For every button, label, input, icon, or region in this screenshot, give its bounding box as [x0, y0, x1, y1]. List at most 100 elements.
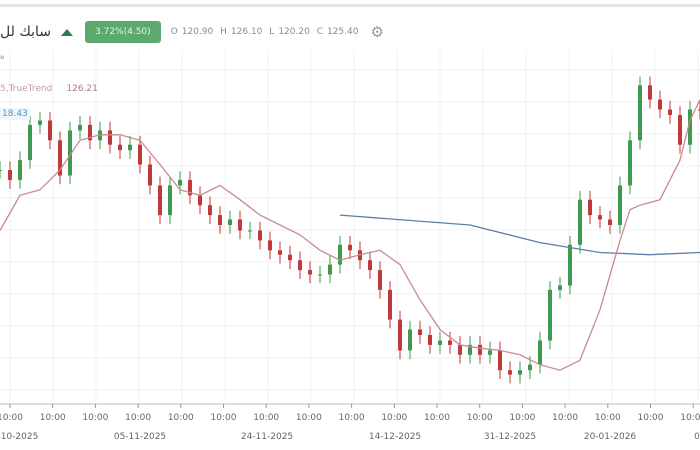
x-tick-label: 10:00	[638, 413, 664, 423]
candle-body	[158, 185, 162, 216]
candle-body	[508, 370, 512, 375]
candle-body	[58, 140, 62, 176]
x-tick-label: 10:00	[211, 413, 237, 423]
candle-body	[278, 250, 282, 255]
candle-body	[618, 185, 622, 225]
candle-body	[548, 289, 552, 341]
moving-average-line	[339, 214, 700, 256]
candle-body	[68, 130, 72, 176]
candle-body	[698, 109, 700, 111]
candle-body	[648, 85, 652, 100]
candle-body	[608, 219, 612, 225]
candle-body	[308, 270, 312, 275]
candle-body	[468, 344, 472, 355]
candle-body	[108, 130, 112, 145]
candle-body	[448, 340, 452, 345]
x-tick-label: 10:00	[467, 413, 493, 423]
candle-body	[198, 195, 202, 206]
candle-body	[458, 344, 462, 355]
ohlc-values: O 120.90 H 126.10 L 120.20 C 125.40	[171, 27, 363, 37]
x-tick-label: 10:00	[424, 413, 450, 423]
candle-body	[498, 350, 502, 371]
candle-body	[398, 319, 402, 351]
candle-body	[128, 144, 132, 151]
candle-body	[328, 264, 332, 275]
truetrend-value: 126.21	[66, 84, 98, 94]
low-value: 120.20	[278, 27, 310, 37]
high-label: H	[220, 27, 227, 37]
x-date-label: 24-11-2025	[241, 432, 293, 442]
candle-body	[8, 170, 12, 180]
gear-icon[interactable]: ⚙	[370, 23, 384, 41]
candle-body	[168, 185, 172, 216]
x-date-label: 14-12-2025	[369, 432, 421, 442]
x-tick-label: 10:00	[40, 413, 66, 423]
candle-body	[518, 370, 522, 375]
ma-legend[interactable]: 18.43	[0, 108, 30, 120]
candle-body	[658, 99, 662, 110]
candle-body	[178, 179, 182, 186]
x-tick-label: 10:00	[381, 413, 407, 423]
candle-body	[148, 164, 152, 186]
candle-body	[238, 219, 242, 231]
candle-body	[598, 215, 602, 220]
change-badge: 3.72%(4.50)	[85, 21, 161, 43]
symbol-name[interactable]: سابك لل	[0, 24, 52, 40]
candle-body	[558, 285, 562, 290]
candle-body	[668, 109, 672, 115]
x-date-label: 31-12-2025	[484, 432, 536, 442]
x-date-label: 6-10-2025	[0, 432, 38, 442]
x-tick-label: 10:00	[509, 413, 535, 423]
x-tick-label: 10:00	[296, 413, 322, 423]
candle-body	[288, 254, 292, 261]
candle-body	[348, 244, 352, 251]
x-date-label: 20-01-2026	[584, 432, 637, 442]
candle-body	[338, 244, 342, 265]
x-tick-label: 10:00	[339, 413, 365, 423]
candle-body	[638, 85, 642, 141]
candle-body	[588, 199, 592, 216]
candle-body	[428, 335, 432, 345]
candle-body	[538, 340, 542, 365]
candle-body	[298, 260, 302, 271]
x-tick-label: 10:00	[0, 413, 23, 423]
candle-body	[488, 350, 492, 355]
candle-body	[678, 115, 682, 145]
x-tick-label: 10:00	[680, 413, 700, 423]
candle-body	[48, 120, 52, 141]
x-date-label: 05-11-2025	[114, 432, 166, 442]
open-label: O	[170, 27, 178, 37]
truetrend-legend[interactable]: 5,TrueTrend 126.21	[0, 84, 98, 94]
x-tick-label: 10:00	[595, 413, 621, 423]
candle-body	[568, 244, 572, 286]
candle-body	[388, 289, 392, 320]
candle-body	[208, 205, 212, 216]
open-value: 120.90	[181, 27, 214, 37]
candle-body	[368, 260, 372, 271]
candle-body	[258, 230, 262, 241]
candle-body	[88, 124, 92, 141]
candle-body	[0, 170, 2, 171]
high-value: 126.10	[230, 27, 263, 37]
close-label: C	[316, 27, 323, 37]
candle-body	[688, 109, 692, 145]
candle-body	[318, 274, 322, 276]
candle-body	[118, 144, 122, 151]
triangle-up-icon	[61, 28, 74, 36]
candle-body	[228, 219, 232, 225]
truetrend-label: 5,TrueTrend	[0, 84, 53, 94]
candle-body	[418, 329, 422, 335]
close-value: 125.40	[326, 27, 359, 37]
candle-body	[28, 124, 32, 161]
x-tick-label: 10:00	[82, 413, 108, 423]
legend-header: سابك لل 3.72%(4.50) O 120.90 H 126.10 L 120…	[0, 20, 384, 44]
top-border	[0, 4, 700, 7]
low-label: L	[269, 27, 275, 37]
candle-body	[378, 270, 382, 290]
candle-body	[478, 344, 482, 355]
candle-body	[248, 230, 252, 232]
candle-body	[18, 160, 22, 180]
x-tick-label: 10:00	[125, 413, 151, 423]
truetrend-line	[0, 99, 700, 371]
